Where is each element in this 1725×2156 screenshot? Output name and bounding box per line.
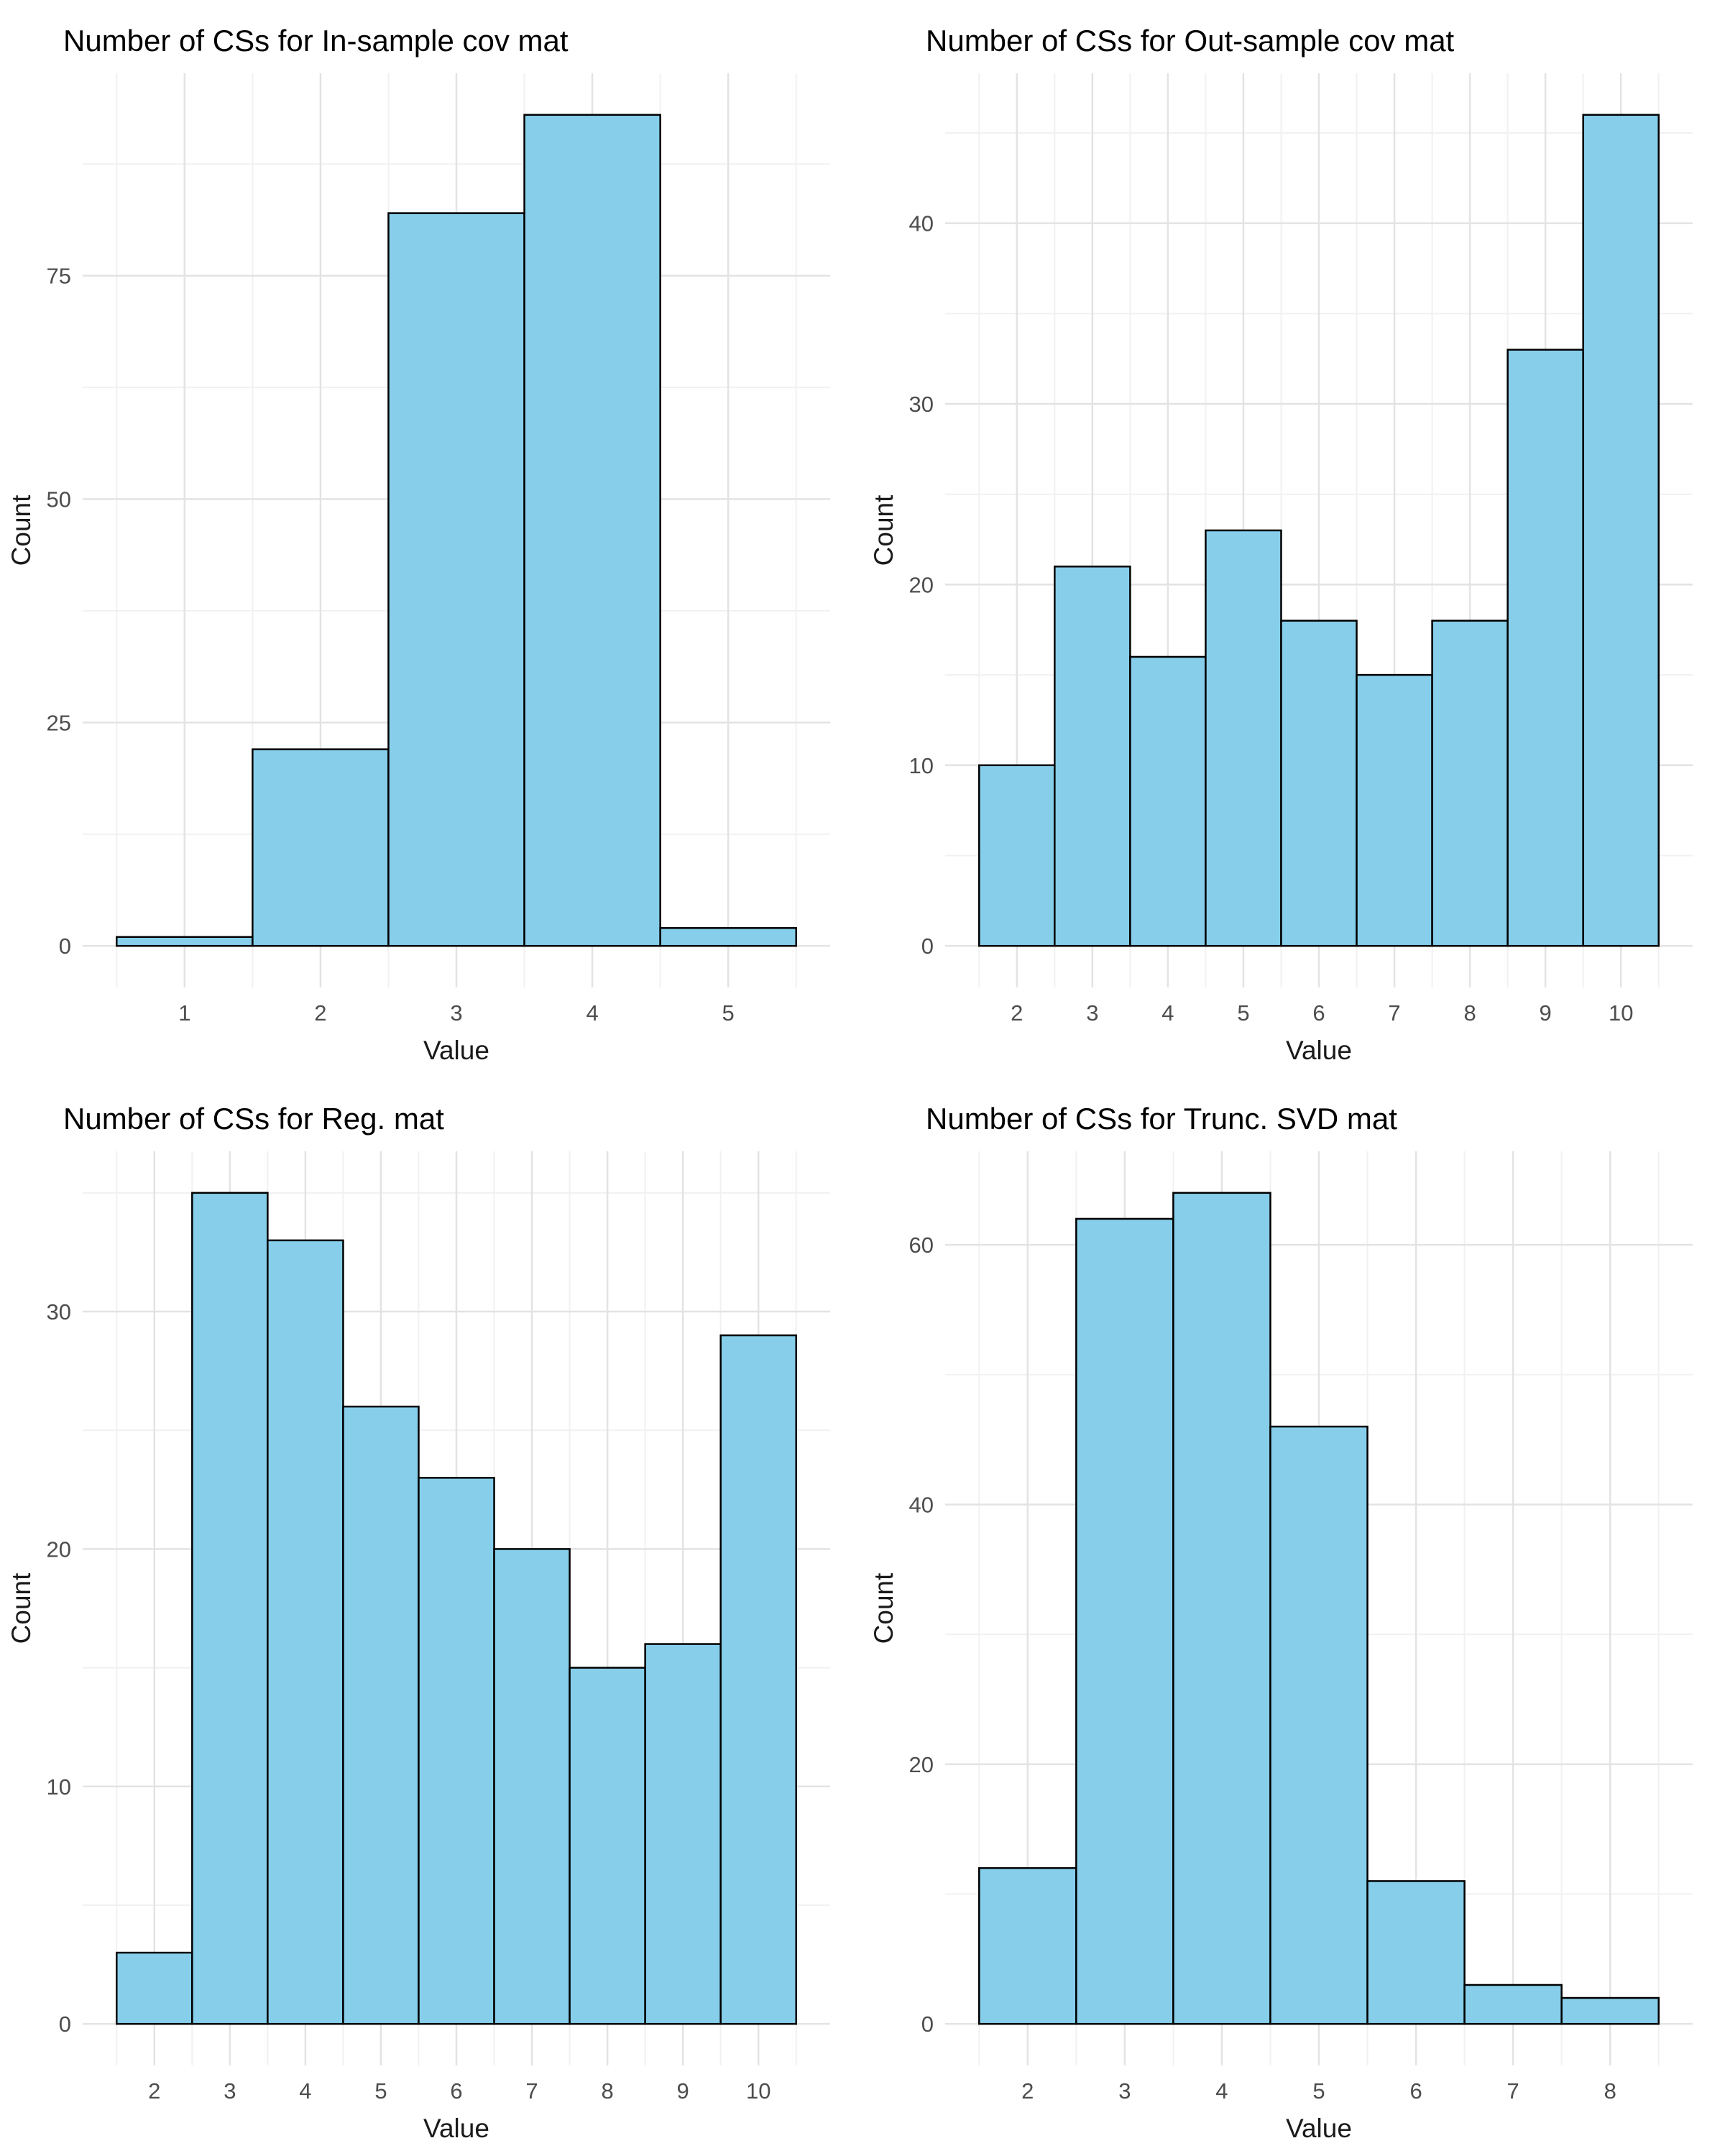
x-tick-label: 2 [1021, 2078, 1034, 2104]
histogram-bar [1075, 1217, 1174, 2025]
histogram-bar [116, 936, 254, 947]
chart-title: Number of CSs for Trunc. SVD mat [926, 1102, 1397, 1135]
x-tick-label: 3 [1118, 2078, 1131, 2104]
histogram-in-sample-cov-mat: 0 25 50 75 1 2 3 4 5 Value Count [6, 73, 830, 1065]
histogram-bar [1463, 1984, 1563, 2025]
histogram-bar [719, 1334, 797, 2025]
y-tick-label: 0 [921, 2012, 934, 2037]
y-tick-label: 30 [909, 392, 934, 417]
x-tick-label: 3 [224, 2078, 236, 2104]
histogram-bar [1356, 673, 1433, 947]
y-axis-title: Count [869, 1572, 898, 1644]
x-tick-label: 6 [1409, 2078, 1422, 2104]
histogram-bar [191, 1192, 269, 2025]
x-tick-label: 7 [525, 2078, 538, 2104]
histogram-bar [1582, 114, 1660, 947]
histogram-reg-mat: 0 10 20 30 2 3 4 5 6 7 8 9 10 Value Count [6, 1151, 830, 2143]
y-tick-label: 40 [909, 211, 934, 236]
y-tick-label: 50 [47, 487, 71, 512]
y-tick-label: 0 [921, 934, 934, 959]
histogram-bar [644, 1643, 722, 2025]
histogram-bar [1506, 349, 1584, 947]
x-tick-label: 10 [1609, 1000, 1633, 1026]
x-tick-label: 5 [374, 2078, 387, 2104]
y-tick-label: 0 [59, 934, 71, 959]
x-axis-title: Value [423, 1036, 489, 1065]
histogram-bar [342, 1405, 420, 2025]
panel-reg-mat: Number of CSs for Reg. mat 0 10 20 30 2 3 4 5 6 7… [0, 1078, 862, 2156]
y-tick-label: 75 [47, 264, 71, 289]
chart-title: Number of CSs for Reg. mat [63, 1102, 444, 1135]
histogram-bar [1280, 619, 1358, 947]
histogram-bar [1054, 566, 1131, 947]
histogram-bar [569, 1667, 646, 2025]
y-axis-title: Count [6, 494, 36, 566]
x-tick-label: 4 [1215, 2078, 1228, 2104]
x-tick-label: 4 [299, 2078, 311, 2104]
x-tick-label: 10 [746, 2078, 770, 2104]
x-axis-title: Value [1286, 2114, 1352, 2143]
histogram-bar [1366, 1880, 1466, 2025]
histogram-bar [523, 114, 661, 947]
y-tick-label: 40 [909, 1492, 934, 1517]
x-tick-label: 2 [148, 2078, 160, 2104]
chart-title: Number of CSs for In-sample cov mat [63, 24, 569, 57]
histogram-bar [418, 1477, 495, 2025]
x-tick-label: 5 [1312, 2078, 1325, 2104]
y-tick-label: 10 [909, 753, 934, 778]
histogram-bar [387, 212, 525, 947]
histogram-bar [252, 748, 390, 947]
x-tick-label: 3 [1086, 1000, 1098, 1026]
y-tick-label: 0 [59, 2012, 71, 2037]
x-axis-title: Value [1286, 1036, 1352, 1065]
y-axis-title: Count [6, 1572, 36, 1644]
histogram-out-sample-cov-mat: 0 10 20 30 40 2 3 4 5 6 7 8 9 10 Value Count [869, 73, 1693, 1065]
x-tick-label: 3 [450, 1000, 462, 1026]
x-tick-label: 8 [1463, 1000, 1476, 1026]
histogram-bar [1560, 1996, 1660, 2025]
y-tick-label: 60 [909, 1233, 934, 1258]
y-tick-label: 20 [47, 1537, 71, 1562]
histogram-bar [978, 1867, 1077, 2025]
chart-title: Number of CSs for Out-sample cov mat [926, 24, 1455, 57]
x-tick-label: 5 [1237, 1000, 1249, 1026]
y-tick-label: 20 [909, 1752, 934, 1777]
x-tick-label: 6 [450, 2078, 462, 2104]
panel-trunc-svd-mat: Number of CSs for Trunc. SVD mat 0 20 40 60… [862, 1078, 1725, 2156]
x-tick-label: 2 [314, 1000, 326, 1026]
x-tick-label: 4 [1162, 1000, 1174, 1026]
x-tick-label: 8 [1604, 2078, 1616, 2104]
x-tick-label: 2 [1011, 1000, 1023, 1026]
x-tick-label: 8 [601, 2078, 613, 2104]
histogram-bar [978, 764, 1056, 947]
panel-out-sample-cov-mat: Number of CSs for Out-sample cov mat 0 10… [862, 0, 1725, 1078]
histogram-bar [1269, 1425, 1368, 2025]
histogram-bar [493, 1548, 571, 2025]
histogram-bar [267, 1239, 344, 2025]
x-tick-label: 9 [1540, 1000, 1552, 1026]
x-tick-label: 7 [1388, 1000, 1400, 1026]
histogram-bar [1431, 619, 1509, 947]
y-tick-label: 20 [909, 572, 934, 597]
y-tick-label: 25 [47, 710, 71, 735]
x-tick-label: 7 [1507, 2078, 1519, 2104]
histogram-bar [1172, 1192, 1271, 2025]
x-tick-label: 4 [586, 1000, 598, 1026]
x-tick-label: 1 [178, 1000, 190, 1026]
histogram-trunc-svd-mat: 0 20 40 60 2 3 4 5 6 7 8 Value Count [869, 1151, 1693, 2143]
y-axis-title: Count [869, 494, 898, 566]
y-tick-label: 30 [47, 1299, 71, 1325]
histogram-bar [1205, 529, 1282, 947]
x-axis-title: Value [423, 2114, 489, 2143]
panel-in-sample-cov-mat: Number of CSs for In-sample cov mat 0 25 5… [0, 0, 862, 1078]
histogram-bar [116, 1951, 193, 2025]
y-tick-label: 10 [47, 1774, 71, 1800]
x-tick-label: 9 [677, 2078, 689, 2104]
histogram-bar [659, 927, 797, 947]
x-tick-label: 5 [722, 1000, 735, 1026]
histogram-bar [1129, 655, 1207, 947]
x-tick-label: 6 [1312, 1000, 1325, 1026]
